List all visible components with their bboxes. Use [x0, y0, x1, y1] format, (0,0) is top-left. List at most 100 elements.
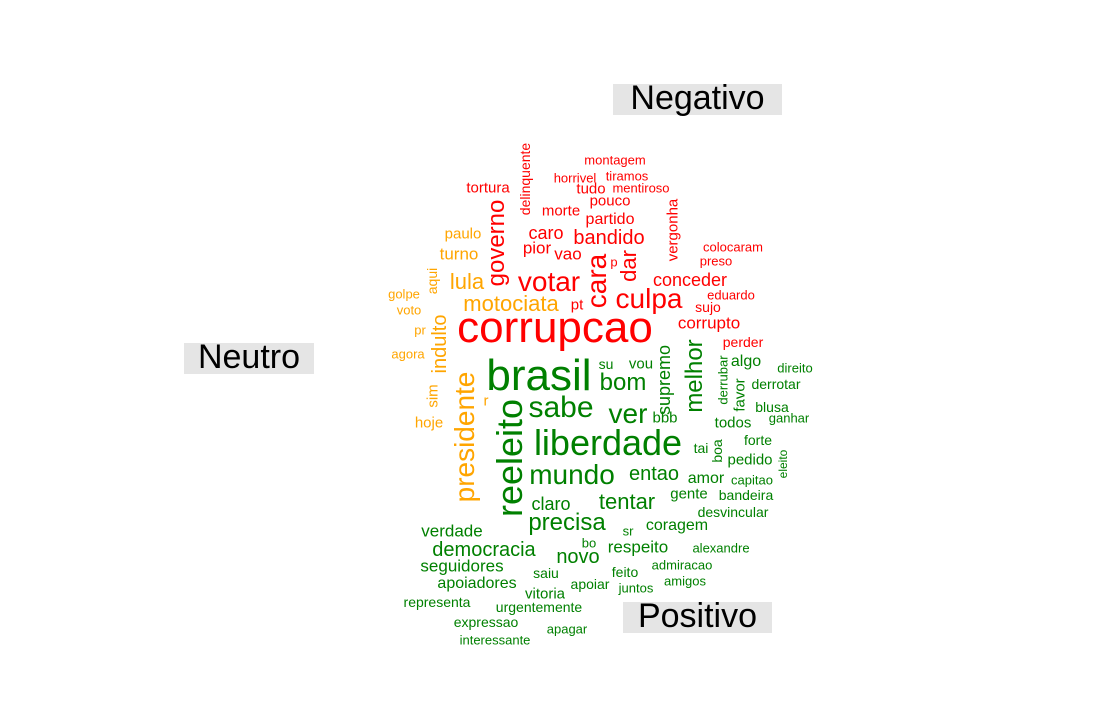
word-neutro-hoje: hoje — [414, 414, 444, 432]
positivo-label: Positivo — [623, 599, 772, 633]
word-positivo-feito: feito — [611, 564, 639, 580]
word-negativo-p: p — [610, 254, 618, 270]
word-neutro-presidente: presidente — [449, 371, 480, 503]
word-positivo-tentar: tentar — [598, 489, 656, 514]
word-positivo-novo: novo — [556, 546, 600, 568]
word-positivo-derrotar: derrotar — [751, 376, 801, 392]
word-neutro-pr: pr — [414, 322, 426, 338]
word-negativo-pouco: pouco — [589, 192, 631, 210]
word-positivo-claro: claro — [531, 494, 571, 514]
word-positivo-expressao: expressao — [453, 614, 519, 630]
word-positivo-bo: bo — [581, 535, 597, 551]
word-negativo-preso: preso — [699, 253, 733, 269]
word-positivo-amor: amor — [687, 470, 725, 487]
word-positivo-forte: forte — [743, 432, 773, 448]
word-positivo-vitoria: vitoria — [524, 585, 566, 603]
word-neutro-sim: sim — [424, 384, 442, 408]
word-negativo-colocaram: colocaram — [703, 239, 763, 255]
word-negativo-corrupto: corrupto — [677, 313, 741, 333]
word-neutro-agora: agora — [391, 346, 425, 362]
word-neutro-indulto: indulto — [429, 314, 451, 374]
word-neutro-lula: lula — [449, 269, 485, 294]
word-positivo-favor: favor — [731, 378, 749, 412]
word-negativo-eduardo: eduardo — [707, 287, 755, 303]
word-neutro-voto: voto — [396, 302, 422, 318]
word-positivo-todos: todos — [714, 414, 752, 432]
word-positivo-interessante: interessante — [459, 632, 531, 648]
word-negativo-pt: pt — [570, 296, 584, 314]
word-positivo-admiracao: admiracao — [651, 557, 713, 573]
word-negativo-corrupcao: corrupcao — [457, 303, 653, 352]
word-positivo-derrubar: derrubar — [715, 355, 731, 405]
word-positivo-bandeira: bandeira — [718, 487, 774, 503]
word-negativo-montagem: montagem — [584, 152, 646, 168]
word-neutro-paulo: paulo — [444, 225, 482, 243]
word-positivo-supremo: supremo — [654, 344, 674, 416]
word-neutro-aqui: aqui — [424, 267, 440, 295]
word-negativo-vergonha: vergonha — [664, 198, 682, 262]
neutro-label: Neutro — [184, 340, 314, 374]
word-negativo-tiramos: tiramos — [605, 168, 649, 184]
word-positivo-democracia: democracia — [432, 539, 536, 561]
word-negativo-perder: perder — [722, 334, 764, 350]
word-positivo-brasil: brasil — [486, 351, 592, 400]
word-positivo-representa: representa — [403, 594, 471, 610]
word-positivo-vou: vou — [628, 355, 654, 373]
word-negativo-dar: dar — [616, 250, 641, 282]
word-positivo-respeito: respeito — [607, 537, 669, 557]
word-negativo-bandido: bandido — [573, 227, 645, 249]
word-positivo-amigos: amigos — [664, 573, 706, 589]
negativo-label: Negativo — [613, 81, 782, 115]
word-positivo-urgentemente: urgentemente — [495, 599, 583, 615]
word-positivo-eleito: eleito — [776, 449, 790, 479]
word-negativo-sujo: sujo — [695, 299, 721, 315]
word-positivo-blusa: blusa — [755, 399, 789, 415]
word-negativo-culpa: culpa — [615, 283, 683, 314]
word-positivo-ganhar: ganhar — [768, 410, 810, 426]
word-negativo-tortura: tortura — [466, 179, 510, 197]
word-positivo-algo: algo — [730, 353, 762, 370]
word-positivo-precisa: precisa — [528, 509, 606, 536]
word-negativo-horrivel: horrivel — [553, 170, 597, 186]
word-positivo-coragem: coragem — [645, 517, 709, 534]
word-neutro-golpe: golpe — [388, 286, 420, 302]
word-positivo-saiu: saiu — [533, 565, 559, 581]
word-positivo-seguidores: seguidores — [420, 556, 504, 576]
word-positivo-reeleito: reeleito — [489, 398, 530, 518]
word-positivo-capitao: capitao — [731, 472, 773, 488]
word-positivo-desvincular: desvincular — [697, 504, 769, 520]
word-negativo-governo: governo — [483, 199, 510, 287]
word-positivo-melhor: melhor — [681, 339, 708, 413]
word-negativo-tudo: tudo — [576, 180, 606, 198]
word-neutro-turno: turno — [439, 244, 479, 264]
word-positivo-su: su — [598, 356, 614, 372]
word-positivo-liberdade: liberdade — [533, 422, 683, 463]
word-negativo-partido: partido — [585, 211, 635, 228]
word-positivo-sabe: sabe — [528, 391, 594, 424]
word-positivo-gente: gente — [670, 485, 708, 503]
word-neutro-motociata: motociata — [463, 291, 559, 316]
word-positivo-boa: boa — [709, 439, 725, 463]
word-negativo-caro: caro — [528, 223, 564, 243]
word-positivo-direito: direito — [777, 360, 813, 376]
word-negativo-vao: vao — [554, 244, 582, 264]
word-positivo-mundo: mundo — [529, 459, 615, 490]
word-positivo-verdade: verdade — [421, 521, 483, 541]
word-negativo-mentiroso: mentiroso — [612, 180, 670, 196]
word-neutro-r: r — [483, 392, 489, 410]
word-positivo-apoiadores: apoiadores — [437, 575, 517, 592]
word-positivo-pedido: pedido — [727, 451, 773, 469]
word-negativo-delinquente: delinquente — [517, 142, 533, 216]
word-positivo-juntos: juntos — [618, 580, 654, 596]
word-positivo-alexandre: alexandre — [692, 540, 750, 556]
word-positivo-bbb: bbb — [652, 409, 678, 427]
word-positivo-bom: bom — [599, 369, 647, 396]
word-positivo-entao: entao — [628, 463, 680, 485]
word-negativo-pior: pior — [522, 238, 552, 258]
word-positivo-apoiar: apoiar — [570, 576, 610, 592]
word-positivo-ver: ver — [608, 398, 648, 429]
word-negativo-cara: cara — [581, 253, 612, 309]
word-positivo-sr: sr — [622, 523, 634, 539]
word-positivo-apagar: apagar — [546, 621, 588, 637]
